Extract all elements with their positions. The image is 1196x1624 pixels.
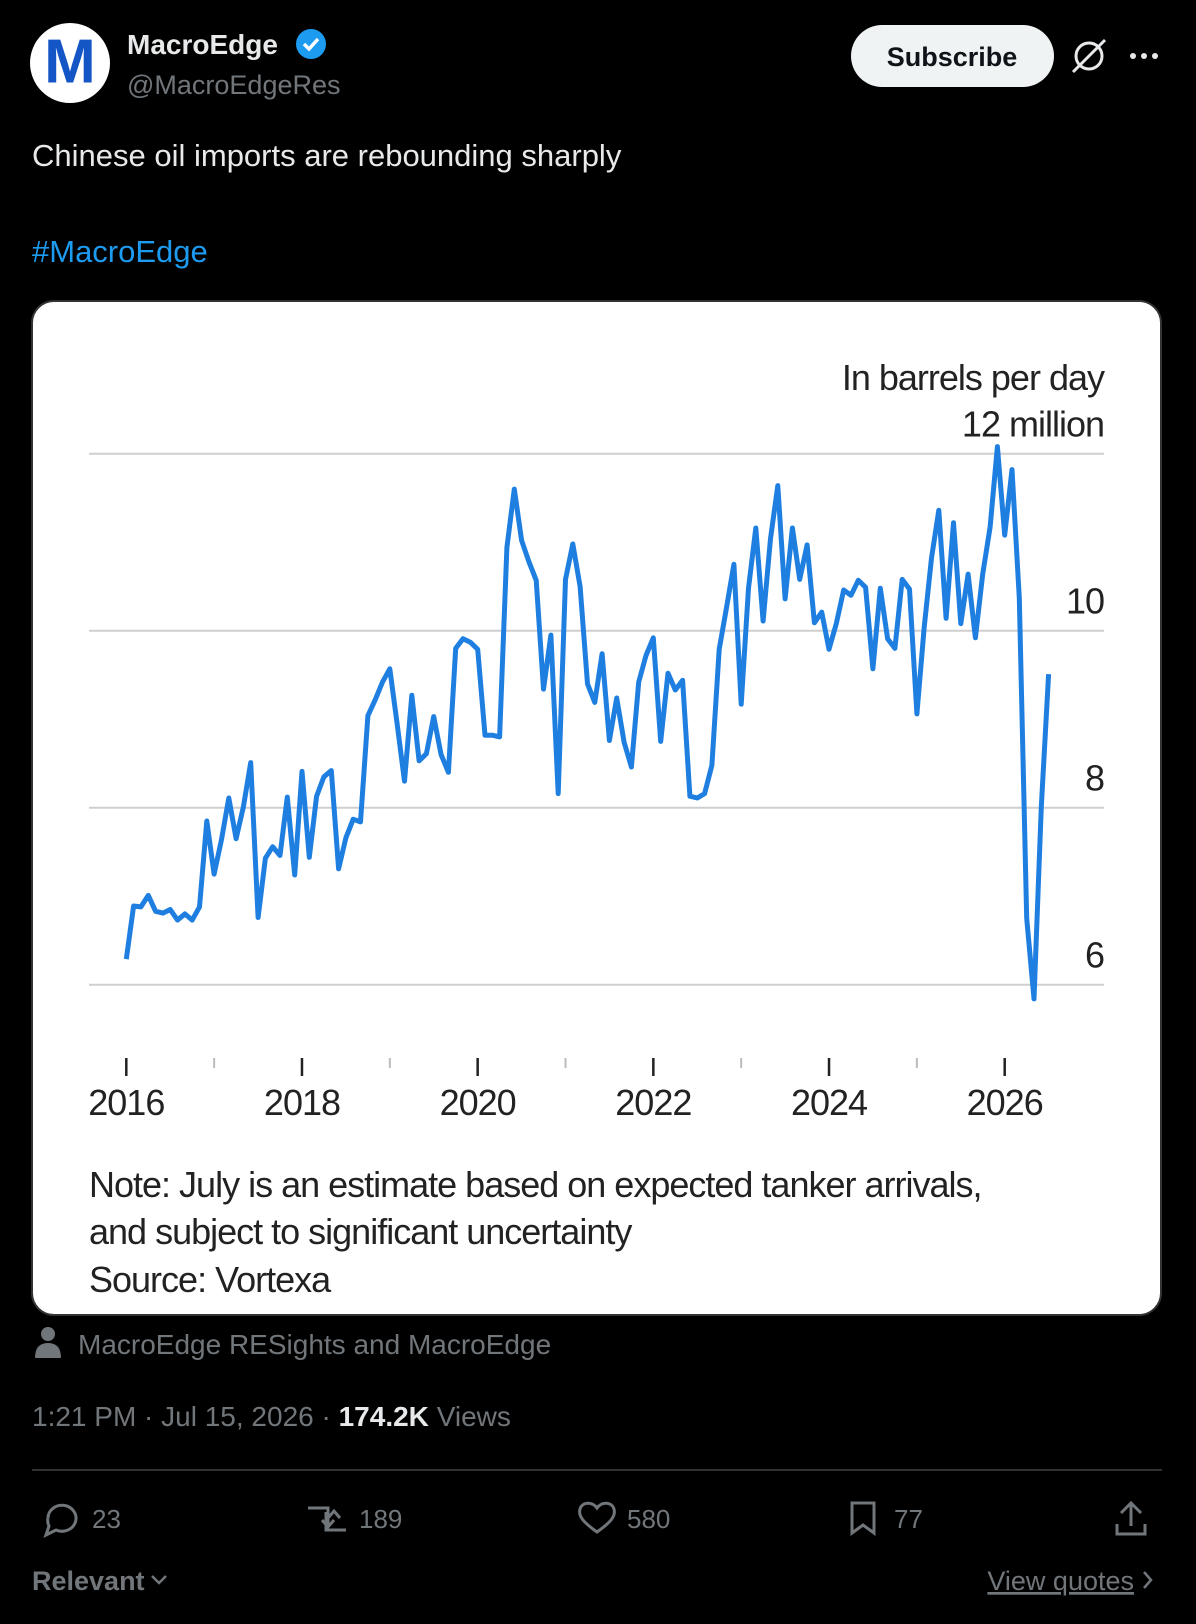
x-tick-label: 2020	[440, 1082, 516, 1123]
bookmark-icon[interactable]	[850, 1501, 876, 1536]
hashtag[interactable]: #MacroEdge	[32, 234, 208, 269]
repost-count: 189	[359, 1504, 402, 1534]
bookmark-count: 77	[894, 1504, 923, 1534]
y-axis-label: In barrels per day	[842, 357, 1105, 398]
author-name[interactable]: MacroEdge	[127, 29, 278, 60]
share-icon[interactable]	[1115, 1500, 1147, 1536]
reply-icon[interactable]	[43, 1503, 78, 1538]
y-tick-label: 10	[1066, 581, 1104, 622]
tweet-text: Chinese oil imports are rebounding sharp…	[32, 138, 622, 173]
chart: 6 8 10 12 million 2016 2018 2020 2022 2024 2026	[88, 404, 1105, 1123]
repost-icon[interactable]	[308, 1506, 346, 1532]
view-quotes[interactable]: View quotes	[987, 1566, 1134, 1596]
x-tick-label: 2016	[88, 1082, 164, 1123]
handle[interactable]: @MacroEdgeRes	[127, 70, 341, 100]
chart-source: Source: Vortexa	[89, 1259, 332, 1300]
action-icons	[43, 1500, 1147, 1538]
view-quotes-chevron[interactable]	[1143, 1571, 1153, 1589]
subscribe-button[interactable]	[851, 25, 1054, 87]
sort-label[interactable]: Relevant	[32, 1566, 145, 1596]
x-tick-label: 2024	[791, 1082, 867, 1123]
meta-line: 1:21 PM · Jul 15, 2026 · 174.2K Views	[32, 1401, 511, 1432]
verified-badge	[296, 29, 326, 59]
y-tick-label: 8	[1085, 758, 1104, 799]
subscribe-label: Subscribe	[887, 42, 1018, 72]
views-count: 174.2K	[339, 1401, 429, 1432]
avatar[interactable]	[30, 23, 110, 103]
data-line	[123, 444, 1052, 1002]
avatar-letter: M	[44, 27, 96, 96]
like-count: 580	[627, 1504, 670, 1534]
y-tick-label: 12 million	[962, 404, 1104, 445]
x-tick-label: 2026	[967, 1082, 1043, 1123]
x-tick-label: 2022	[615, 1082, 691, 1123]
reply-count: 23	[92, 1504, 121, 1534]
grok-icon[interactable]	[1071, 38, 1107, 74]
like-icon[interactable]	[578, 1501, 616, 1534]
x-tick-label: 2018	[264, 1082, 340, 1123]
more-icon[interactable]	[1130, 53, 1158, 59]
person-icon	[35, 1327, 61, 1358]
chart-note: Note: July is an estimate based on expec…	[89, 1164, 982, 1205]
timestamp[interactable]: 1:21 PM · Jul 15, 2026 ·	[32, 1401, 331, 1432]
y-tick-label: 6	[1085, 935, 1104, 976]
views-label: Views	[437, 1401, 511, 1432]
sort-chevron[interactable]	[151, 1575, 167, 1585]
chart-note: and subject to significant uncertainty	[89, 1211, 632, 1252]
attribution[interactable]: MacroEdge RESights and MacroEdge	[78, 1329, 551, 1360]
